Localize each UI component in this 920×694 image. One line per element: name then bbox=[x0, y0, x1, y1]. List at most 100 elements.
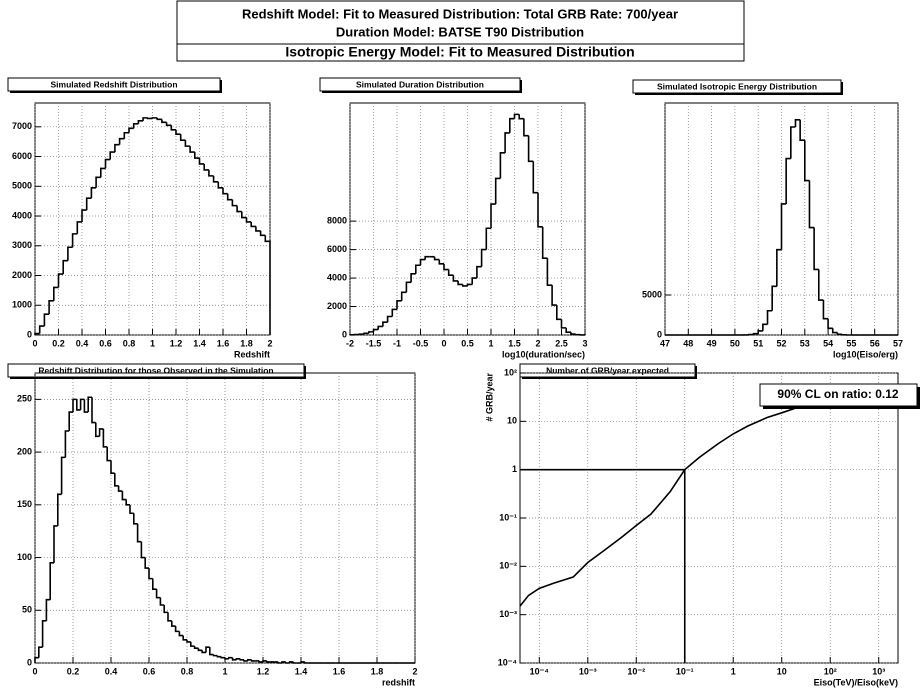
histogram-bin bbox=[766, 309, 773, 325]
histogram-bin bbox=[203, 163, 209, 171]
histogram-bin bbox=[277, 661, 282, 664]
histogram-bin bbox=[64, 430, 70, 458]
histogram-bin bbox=[110, 460, 115, 474]
x-tick-label: 0.8 bbox=[181, 666, 194, 676]
histogram-bin bbox=[447, 269, 454, 277]
histogram-bin bbox=[41, 620, 47, 648]
histogram-bin bbox=[537, 192, 543, 228]
histogram-bin bbox=[523, 118, 529, 137]
y-tick-label: 10⁻³ bbox=[499, 609, 517, 619]
histogram-bin bbox=[250, 221, 256, 228]
histogram-bin bbox=[102, 428, 108, 448]
title-box bbox=[519, 363, 696, 378]
x-tick-label: 10⁻³ bbox=[579, 666, 597, 676]
y-tick-label: 4000 bbox=[12, 210, 32, 220]
histogram-bin bbox=[38, 646, 43, 658]
y-tick-label: 5000 bbox=[642, 289, 662, 299]
y-tick-label: 10 bbox=[507, 416, 517, 426]
x-tick-label: 0.2 bbox=[67, 666, 80, 676]
header-line: Duration Model: BATSE T90 Distribution bbox=[336, 24, 584, 39]
x-tick-label: 1.6 bbox=[217, 338, 230, 348]
y-tick-label: 1000 bbox=[12, 300, 32, 310]
x-tick-label: 1.4 bbox=[193, 338, 206, 348]
histogram-bin bbox=[574, 333, 581, 336]
y-tick-label: 0 bbox=[657, 329, 662, 339]
histogram-bin bbox=[48, 299, 54, 315]
y-tick-label: 8000 bbox=[327, 216, 347, 226]
x-tick-label: 0.4 bbox=[76, 338, 89, 348]
histogram-bin bbox=[109, 151, 115, 160]
x-tick-label: 56 bbox=[870, 338, 880, 348]
histogram-bin bbox=[137, 120, 144, 124]
histogram-bin bbox=[133, 513, 138, 525]
annotation-box bbox=[759, 383, 918, 407]
histogram-bin bbox=[106, 446, 111, 462]
histogram-bin bbox=[170, 125, 176, 131]
x-tick-label: 1.5 bbox=[508, 338, 521, 348]
histogram-bin bbox=[391, 308, 397, 317]
histogram-bin bbox=[457, 280, 463, 286]
histogram-bin bbox=[161, 119, 167, 124]
y-axis-title: # GRB/year bbox=[484, 373, 494, 422]
histogram-bin bbox=[34, 332, 40, 335]
histogram-bin bbox=[799, 119, 805, 141]
histogram-bin bbox=[396, 300, 402, 310]
histogram-bin bbox=[405, 281, 412, 293]
x-tick-label: -1 bbox=[393, 338, 401, 348]
panel-title: Redshift Distribution for those Observed… bbox=[38, 365, 273, 375]
histogram-bin bbox=[53, 286, 59, 301]
histogram-bin bbox=[415, 264, 421, 274]
histogram-bin bbox=[87, 396, 92, 413]
histogram-bin bbox=[386, 315, 393, 323]
histogram-bin bbox=[95, 176, 101, 188]
histogram-bin bbox=[462, 284, 468, 287]
header-line: Redshift Model: Fit to Measured Distribu… bbox=[242, 6, 678, 21]
x-tick-label: 1.4 bbox=[295, 666, 308, 676]
histogram-bin bbox=[546, 258, 553, 286]
histogram-bin bbox=[142, 117, 148, 121]
histogram-bin bbox=[443, 263, 449, 271]
histogram-bin bbox=[285, 661, 290, 664]
histogram-bin bbox=[98, 428, 104, 437]
histogram-bin bbox=[67, 246, 73, 261]
y-tick-label: 3000 bbox=[12, 240, 32, 250]
x-tick-label: 1 bbox=[150, 338, 155, 348]
histogram-bin bbox=[104, 158, 111, 169]
histogram-bin bbox=[836, 332, 843, 336]
histogram-bin bbox=[209, 647, 214, 656]
x-tick-label: 10⁻¹ bbox=[676, 666, 694, 676]
x-axis-title: Redshift bbox=[234, 349, 270, 359]
x-tick-label: 1.2 bbox=[170, 338, 183, 348]
x-tick-label: 2 bbox=[535, 338, 540, 348]
histogram-bin bbox=[81, 209, 87, 222]
x-tick-label: 0 bbox=[32, 666, 37, 676]
x-tick-label: 10⁻⁴ bbox=[530, 666, 549, 676]
histogram-bin bbox=[178, 631, 184, 637]
histogram-bin bbox=[85, 197, 92, 211]
x-axis-title: log10(Eiso/erg) bbox=[833, 349, 898, 359]
histogram-bin bbox=[205, 646, 210, 653]
histogram-bin bbox=[476, 265, 482, 279]
histogram-bin bbox=[155, 589, 161, 599]
histogram-bin bbox=[179, 134, 186, 141]
histogram-bin bbox=[57, 273, 64, 288]
histogram-bin bbox=[231, 199, 238, 207]
histogram-bin bbox=[217, 181, 223, 189]
x-axis-title: Eiso(TeV)/Eiso(keV) bbox=[814, 677, 898, 687]
histogram-bin bbox=[231, 657, 237, 661]
y-tick-label: 0 bbox=[27, 329, 32, 339]
histogram-bin bbox=[804, 140, 810, 182]
x-axis-title: redshift bbox=[382, 677, 415, 687]
histogram-bin bbox=[419, 258, 426, 266]
histogram-bin bbox=[424, 255, 430, 260]
histogram-bin bbox=[76, 399, 81, 411]
histogram-bin bbox=[60, 456, 66, 495]
histogram-bin bbox=[752, 332, 759, 335]
histogram-bin bbox=[372, 328, 379, 332]
histogram-bin bbox=[556, 305, 562, 321]
x-tick-label: 1.8 bbox=[371, 666, 384, 676]
y-tick-label: 250 bbox=[17, 394, 32, 404]
histogram-bin bbox=[125, 499, 130, 506]
histogram-bin bbox=[400, 291, 407, 301]
